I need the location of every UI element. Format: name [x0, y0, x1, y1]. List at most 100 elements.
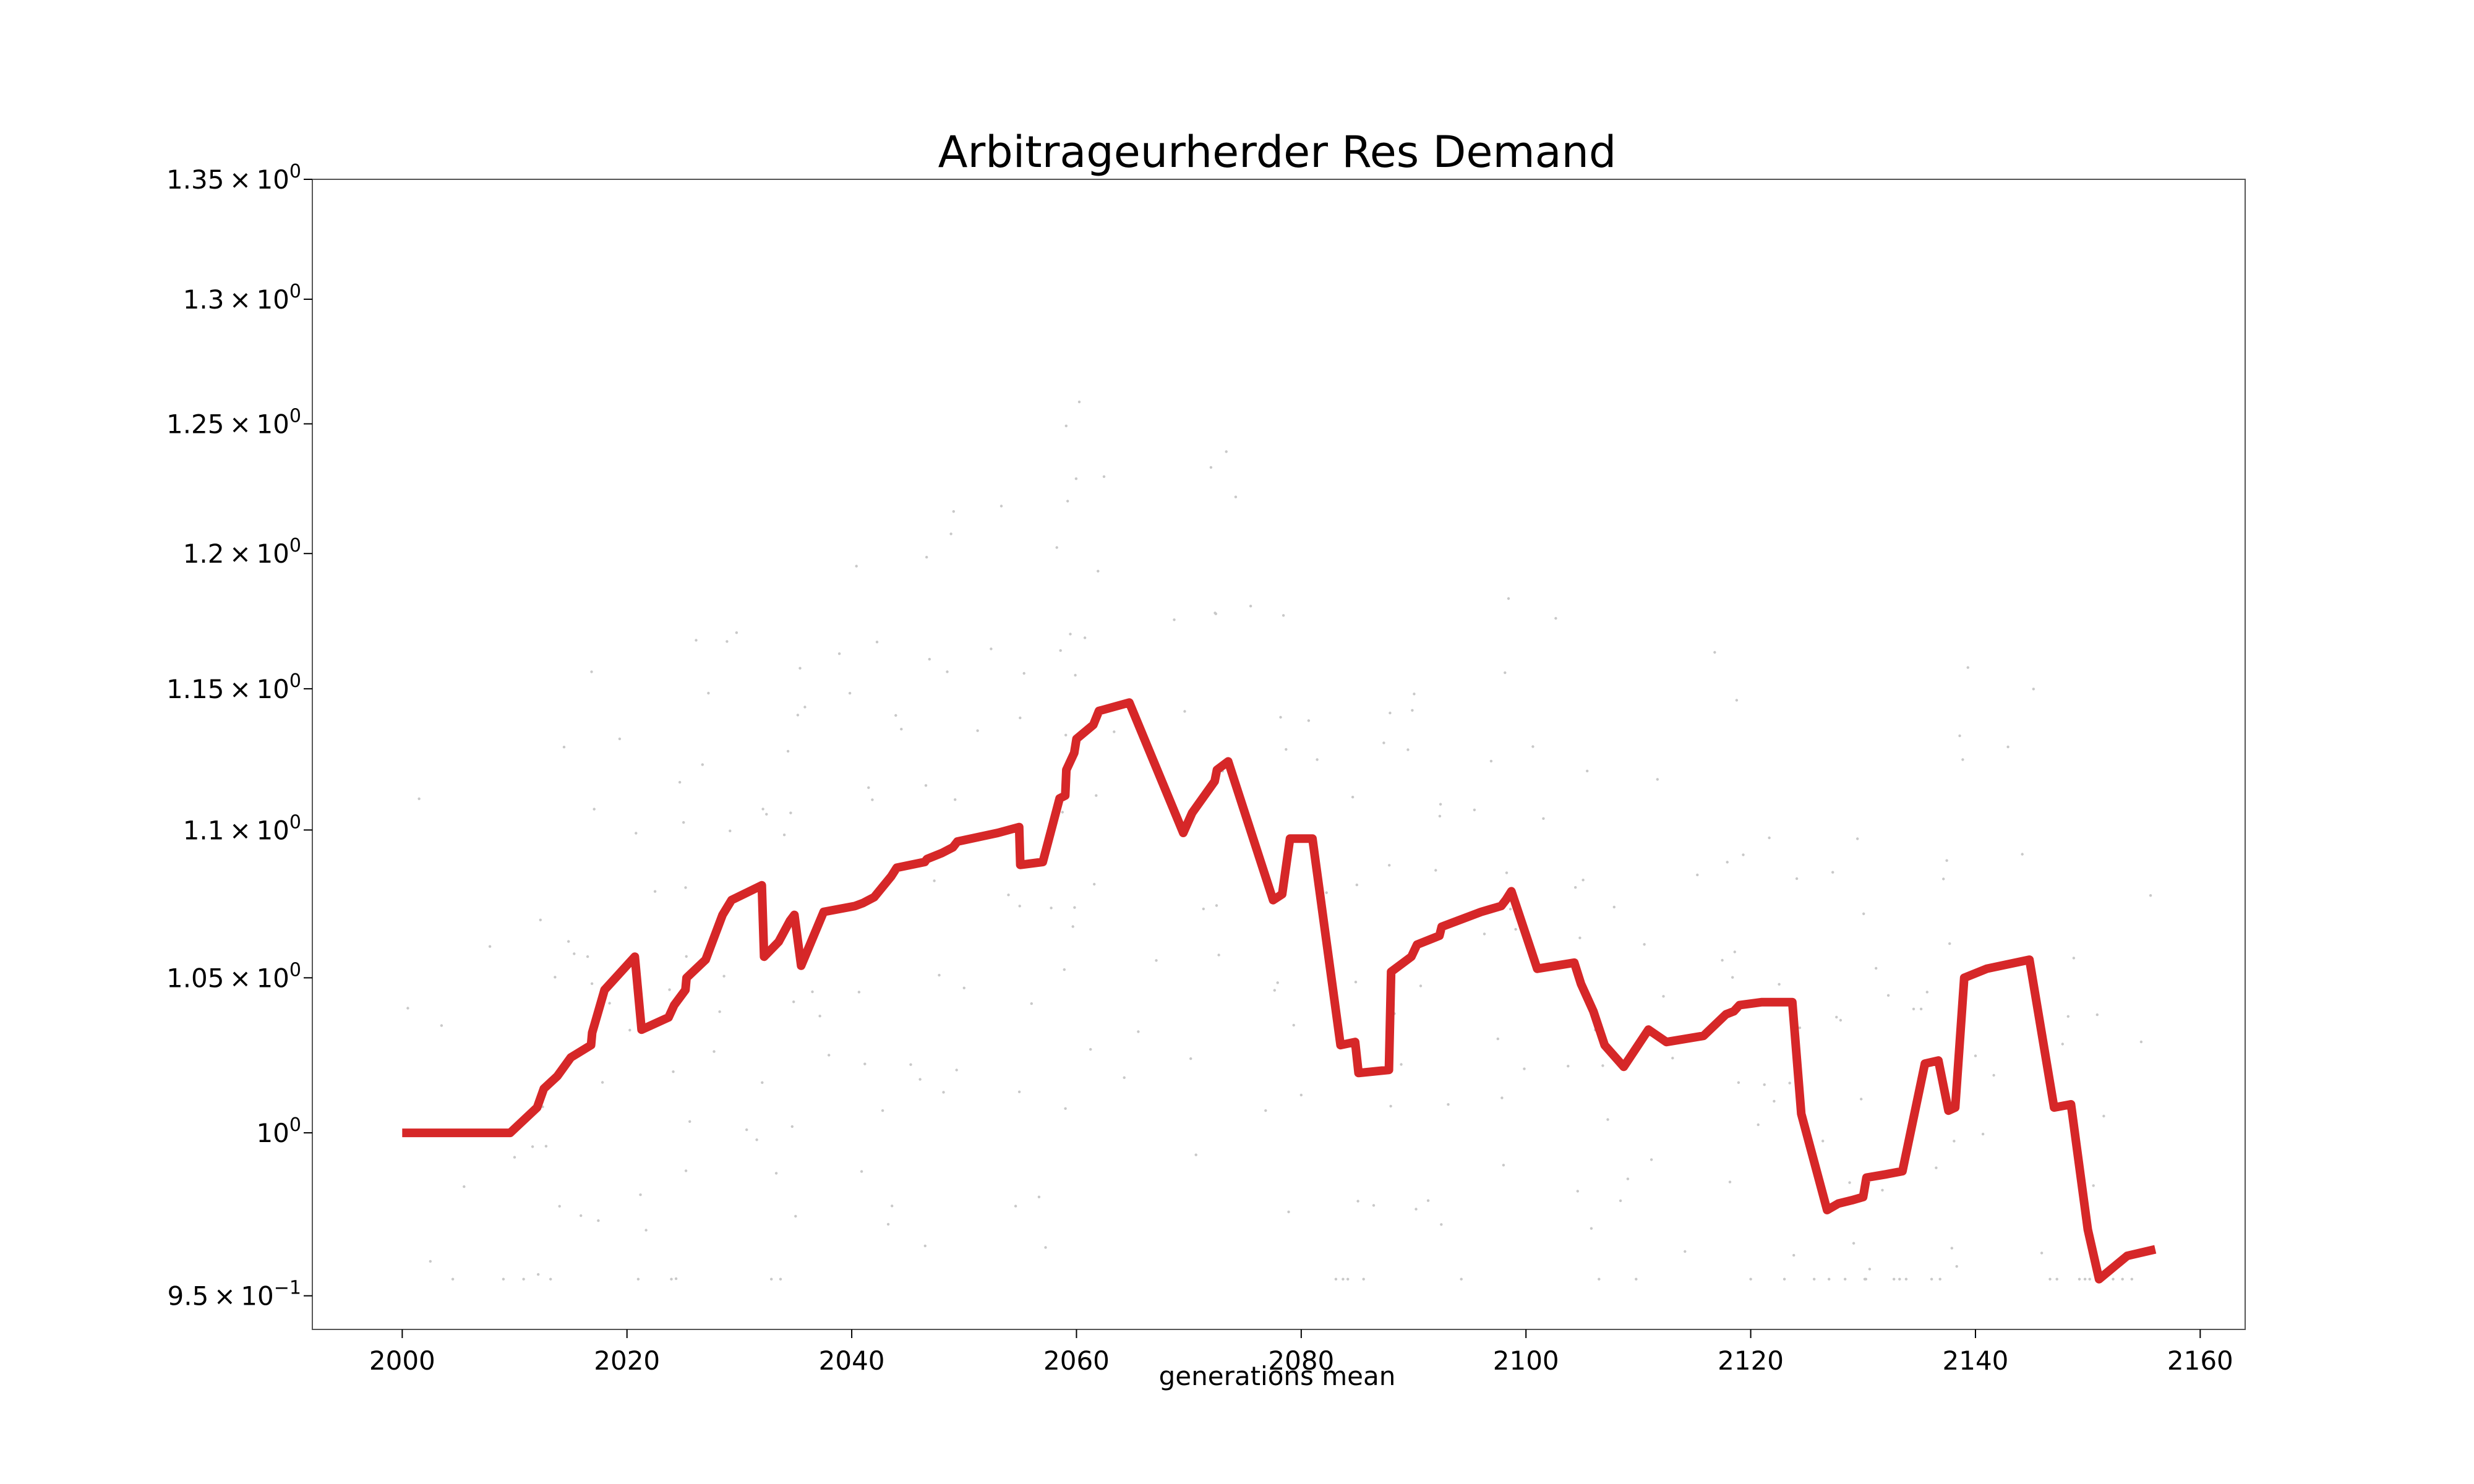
- scatter-point: [653, 890, 657, 893]
- scatter-point: [1578, 936, 1582, 940]
- scatter-point: [765, 812, 768, 816]
- scatter-point: [818, 1015, 821, 1018]
- scatter-point: [928, 657, 931, 661]
- scatter-point: [573, 952, 576, 955]
- scatter-point: [1598, 1277, 1601, 1281]
- scatter-point: [513, 1156, 516, 1159]
- scatter-point: [855, 565, 858, 568]
- scatter-point: [1307, 719, 1311, 722]
- scatter-point: [848, 691, 852, 695]
- scatter-point: [2066, 1015, 2070, 1018]
- scatter-point: [1447, 1103, 1450, 1106]
- scatter-point: [1576, 1190, 1579, 1193]
- scatter-point: [938, 973, 941, 977]
- scatter-point: [1728, 1180, 1732, 1183]
- scatter-point: [1097, 569, 1100, 573]
- scatter-point: [1362, 1277, 1365, 1281]
- scatter-point: [1419, 984, 1423, 987]
- scatter-point: [1813, 1277, 1816, 1281]
- scatter-point: [1276, 981, 1279, 984]
- y-tick-label: 1.1 × 100: [183, 811, 301, 845]
- scatter-point: [1102, 475, 1106, 478]
- scatter-point: [1848, 1181, 1851, 1184]
- scatter-point: [1930, 1277, 1933, 1281]
- scatter-point: [925, 555, 928, 559]
- scatter-point: [729, 829, 732, 833]
- scatter-point: [1500, 1096, 1504, 1099]
- scatter-point: [1018, 905, 1021, 908]
- scatter-point: [1626, 1177, 1630, 1180]
- scatter-point: [2021, 853, 2024, 856]
- scatter-point: [1411, 709, 1414, 712]
- scatter-point: [1155, 959, 1158, 962]
- scatter-point: [1069, 633, 1072, 636]
- scatter-point: [918, 1078, 922, 1081]
- scatter-point: [2092, 1184, 2095, 1187]
- scatter-point: [1214, 612, 1218, 615]
- scatter-point: [1325, 891, 1328, 894]
- scatter-point: [1713, 650, 1716, 654]
- scatter-point: [863, 1062, 867, 1065]
- y-tick-label: 1.35 × 100: [166, 161, 301, 195]
- scatter-point: [1292, 1023, 1295, 1027]
- scatter-point: [1413, 693, 1416, 696]
- scatter-point: [1061, 811, 1064, 814]
- scatter-point: [1856, 837, 1859, 840]
- scatter-point: [1606, 1118, 1609, 1121]
- scatter-point: [628, 1028, 631, 1032]
- scatter-point: [597, 1219, 600, 1222]
- scatter-point: [1050, 906, 1053, 910]
- scatter-point: [1354, 981, 1358, 984]
- scatter-point: [682, 821, 685, 824]
- scatter-point: [770, 1277, 773, 1281]
- scatter-point: [1071, 925, 1074, 928]
- scatter-point: [2139, 1040, 2143, 1044]
- y-tick-label: 1.25 × 100: [166, 405, 301, 439]
- scatter-point: [976, 729, 979, 732]
- scatter-point: [1273, 989, 1276, 992]
- scatter-point: [2006, 745, 2010, 749]
- scatter-point: [1507, 597, 1510, 600]
- scatter-point: [1671, 1057, 1674, 1060]
- scatter-point: [949, 532, 952, 535]
- scatter-point: [1860, 1098, 1863, 1101]
- scatter-point: [567, 940, 570, 943]
- scatter-point: [1382, 741, 1385, 744]
- scatter-point: [2095, 1013, 2099, 1017]
- scatter-point: [1504, 671, 1507, 675]
- scatter-point: [952, 510, 956, 513]
- scatter-point: [755, 1138, 758, 1141]
- scatter-point: [1287, 1210, 1290, 1214]
- scatter-point: [1095, 794, 1098, 797]
- scatter-point: [1919, 1007, 1923, 1011]
- scatter-point: [1852, 1242, 1856, 1245]
- scatter-point: [1083, 636, 1087, 639]
- scatter-point: [1731, 976, 1734, 979]
- scatter-point: [707, 691, 710, 695]
- scatter-point: [875, 641, 879, 644]
- scatter-point: [1981, 1132, 1985, 1136]
- scatter-point: [1215, 904, 1218, 907]
- plot-frame: [312, 179, 2246, 1330]
- scatter-point: [1064, 1107, 1067, 1111]
- series-line: [402, 698, 2157, 1284]
- scatter-point: [695, 639, 698, 642]
- scatter-point: [1795, 877, 1799, 881]
- scatter-point: [1089, 1047, 1092, 1051]
- scatter-point: [803, 706, 807, 709]
- scatter-point: [554, 976, 557, 979]
- x-tick-label: 2040: [819, 1345, 885, 1376]
- scatter-point: [580, 1214, 583, 1217]
- scatter-point: [1022, 672, 1025, 675]
- scatter-point: [593, 808, 596, 811]
- scatter-point: [1619, 1199, 1622, 1203]
- scatter-point: [909, 1063, 912, 1066]
- scatter-point: [867, 786, 870, 790]
- scatter-point: [894, 714, 897, 717]
- scatter-point: [718, 1010, 721, 1013]
- scatter-point: [1881, 1188, 1884, 1192]
- scatter-point: [1055, 546, 1058, 549]
- scatter-point: [954, 798, 957, 801]
- scatter-point: [463, 1185, 466, 1188]
